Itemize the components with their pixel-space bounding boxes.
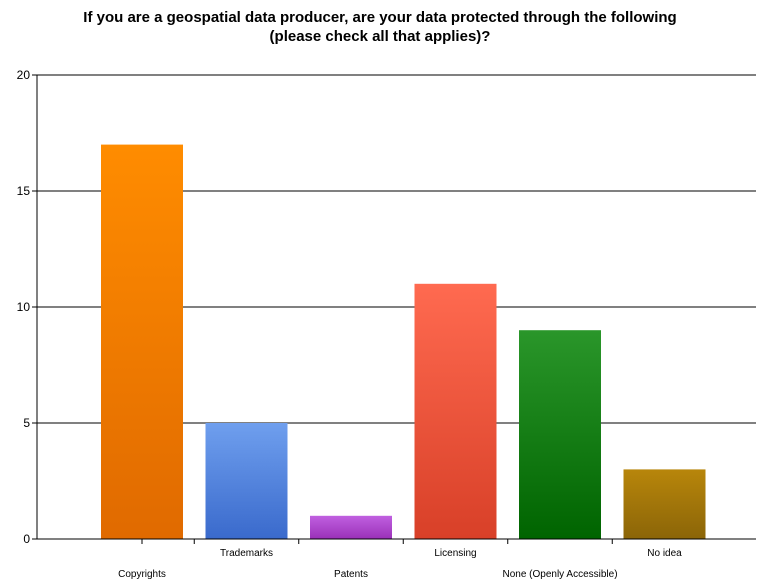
bar-copyrights (101, 144, 183, 539)
y-tick-label-20: 20 (17, 68, 31, 82)
x-tick-label-2: Patents (334, 569, 368, 580)
y-tick-label-10: 10 (17, 300, 31, 314)
axes: 0 5 10 15 20 Copyrights Trademarks Patents Licen… (17, 68, 756, 580)
bar-trademarks (205, 423, 288, 539)
bar-no-idea (623, 469, 706, 539)
chart-title-line-1: If you are a geospatial data producer, a… (83, 9, 677, 26)
chart-title-line-2: (please check all that applies)? (269, 28, 491, 45)
bar-none-openly-accessible (519, 330, 601, 539)
x-tick-label-0: Copyrights (118, 569, 166, 580)
y-tick-label-0: 0 (23, 532, 30, 546)
y-tick-label-5: 5 (23, 416, 30, 430)
bar-licensing (414, 283, 497, 539)
x-tick-label-1: Trademarks (220, 548, 273, 559)
bar-patents (310, 515, 392, 539)
chart-title: If you are a geospatial data producer, a… (0, 8, 760, 46)
bars (101, 144, 706, 539)
x-tick-label-4: None (Openly Accessible) (502, 569, 617, 580)
y-tick-label-15: 15 (17, 184, 31, 198)
x-tick-label-3: Licensing (434, 548, 476, 559)
x-tick-label-5: No idea (647, 548, 682, 559)
